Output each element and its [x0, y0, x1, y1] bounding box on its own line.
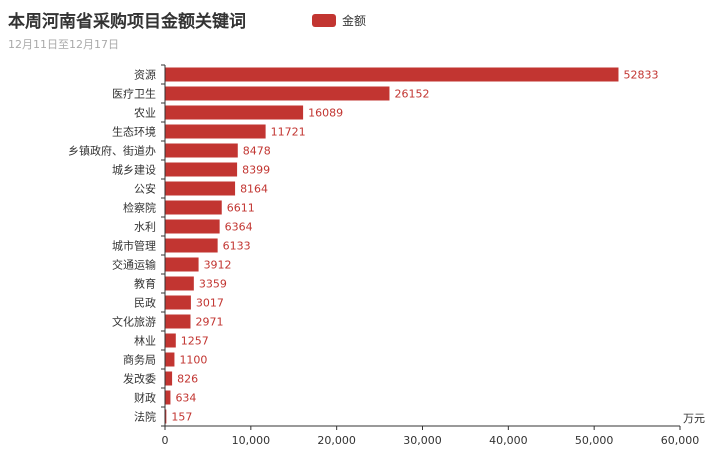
chart-title: 本周河南省采购项目金额关键词: [8, 12, 246, 32]
bar[interactable]: [165, 219, 220, 234]
x-axis-tick-label: 0: [162, 434, 169, 447]
category-label: 法院: [134, 410, 156, 424]
bar[interactable]: [165, 371, 173, 386]
axes: 0 10,000 20,000 30,000 40,000 50,000 60,000: [161, 64, 700, 447]
category-labels: 资源医疗卫生农业生态环境乡镇政府、街道办城乡建设公安检察院水利城市管理交通运输教…: [68, 68, 156, 424]
x-axis-tick-label: 10,000: [232, 434, 271, 447]
value-label: 157: [171, 411, 192, 424]
value-label: 1257: [181, 335, 209, 348]
value-label: 6611: [227, 202, 255, 215]
bar[interactable]: [165, 67, 619, 82]
bar[interactable]: [165, 200, 222, 215]
legend[interactable]: 金额: [312, 12, 366, 29]
category-label: 文化旅游: [112, 315, 156, 329]
value-label: 8399: [242, 164, 270, 177]
category-label: 农业: [134, 106, 156, 120]
bar[interactable]: [165, 238, 218, 253]
legend-swatch: [312, 14, 336, 27]
value-label: 826: [177, 373, 198, 386]
category-label: 商务局: [123, 353, 156, 367]
bar[interactable]: [165, 276, 194, 291]
value-label: 3359: [199, 278, 227, 291]
bar[interactable]: [165, 390, 171, 405]
value-label: 8164: [240, 183, 268, 196]
x-axis-unit-label: 万元: [683, 412, 705, 425]
bar[interactable]: [165, 181, 236, 196]
category-label: 生态环境: [112, 125, 156, 139]
value-label: 11721: [271, 126, 306, 139]
bar[interactable]: [165, 105, 304, 120]
value-label: 8478: [243, 145, 271, 158]
category-label: 检察院: [123, 201, 156, 215]
bar[interactable]: [165, 86, 390, 101]
category-label: 林业: [134, 334, 156, 348]
value-label: 6133: [223, 240, 251, 253]
bar[interactable]: [165, 314, 191, 329]
bar[interactable]: [165, 295, 191, 310]
category-label: 财政: [134, 391, 156, 405]
bar[interactable]: [165, 352, 175, 367]
x-axis-tick-label: 30,000: [403, 434, 442, 447]
bar[interactable]: [165, 162, 238, 177]
x-axis-tick-label: 50,000: [575, 434, 614, 447]
category-label: 发改委: [123, 372, 156, 386]
category-label: 城市管理: [112, 239, 156, 253]
value-label: 634: [175, 392, 196, 405]
value-label: 52833: [623, 69, 658, 82]
x-axis-tick-label: 60,000: [661, 434, 700, 447]
category-label: 乡镇政府、街道办: [68, 144, 156, 158]
value-label: 26152: [394, 88, 429, 101]
value-label: 1100: [179, 354, 207, 367]
bar[interactable]: [165, 124, 266, 139]
bar[interactable]: [165, 143, 238, 158]
category-label: 水利: [134, 221, 156, 234]
category-label: 公安: [134, 182, 156, 196]
category-label: 医疗卫生: [112, 87, 156, 101]
legend-label: 金额: [342, 14, 367, 28]
x-axis-tick-label: 20,000: [317, 434, 356, 447]
category-label: 资源: [134, 68, 156, 82]
category-label: 城乡建设: [112, 163, 156, 177]
value-label: 2971: [196, 316, 224, 329]
category-label: 交通运输: [112, 258, 156, 272]
category-label: 民政: [134, 296, 156, 310]
value-label: 16089: [308, 107, 343, 120]
bar[interactable]: [165, 333, 176, 348]
x-axis-tick-label: 40,000: [489, 434, 528, 447]
value-label: 3017: [196, 297, 224, 310]
bars-group: [165, 67, 619, 424]
category-label: 教育: [134, 277, 156, 291]
chart-subtitle: 12月11日至12月17日: [8, 38, 119, 51]
bar[interactable]: [165, 257, 199, 272]
bar[interactable]: [165, 409, 167, 424]
value-label: 6364: [225, 221, 253, 234]
value-label: 3912: [204, 259, 232, 272]
